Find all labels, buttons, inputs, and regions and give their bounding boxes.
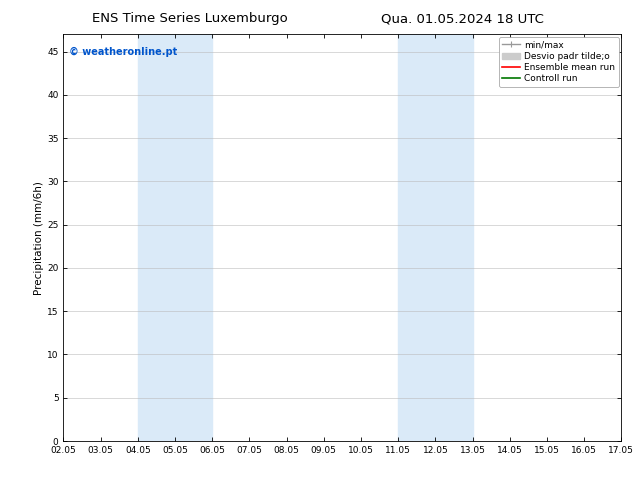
Text: © weatheronline.pt: © weatheronline.pt [69,47,178,56]
Bar [398,34,472,441]
Y-axis label: Precipitation (mm/6h): Precipitation (mm/6h) [34,181,44,294]
Text: ENS Time Series Luxemburgo: ENS Time Series Luxemburgo [93,12,288,25]
Legend: min/max, Desvio padr tilde;o, Ensemble mean run, Controll run: min/max, Desvio padr tilde;o, Ensemble m… [499,37,619,87]
Bar [138,34,212,441]
Text: Qua. 01.05.2024 18 UTC: Qua. 01.05.2024 18 UTC [382,12,544,25]
